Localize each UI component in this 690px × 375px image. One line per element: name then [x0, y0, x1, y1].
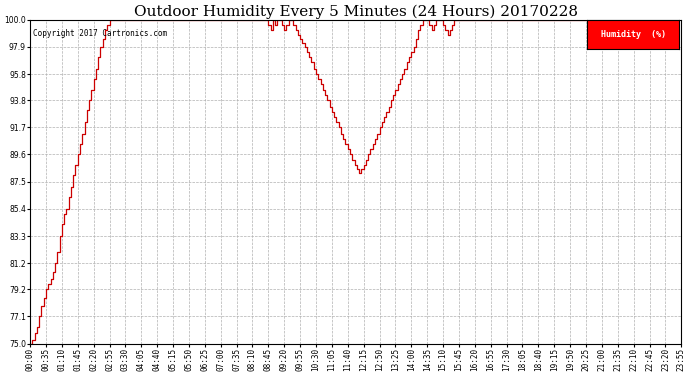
Title: Outdoor Humidity Every 5 Minutes (24 Hours) 20170228: Outdoor Humidity Every 5 Minutes (24 Hou…	[134, 4, 578, 18]
Text: Copyright 2017 Cartronics.com: Copyright 2017 Cartronics.com	[33, 30, 168, 39]
